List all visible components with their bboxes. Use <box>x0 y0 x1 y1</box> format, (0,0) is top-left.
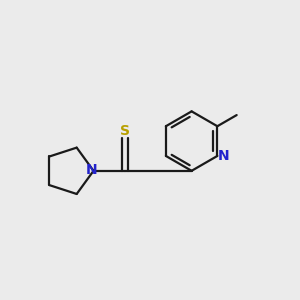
Text: S: S <box>120 124 130 138</box>
Text: N: N <box>218 149 230 163</box>
Text: N: N <box>86 163 98 177</box>
